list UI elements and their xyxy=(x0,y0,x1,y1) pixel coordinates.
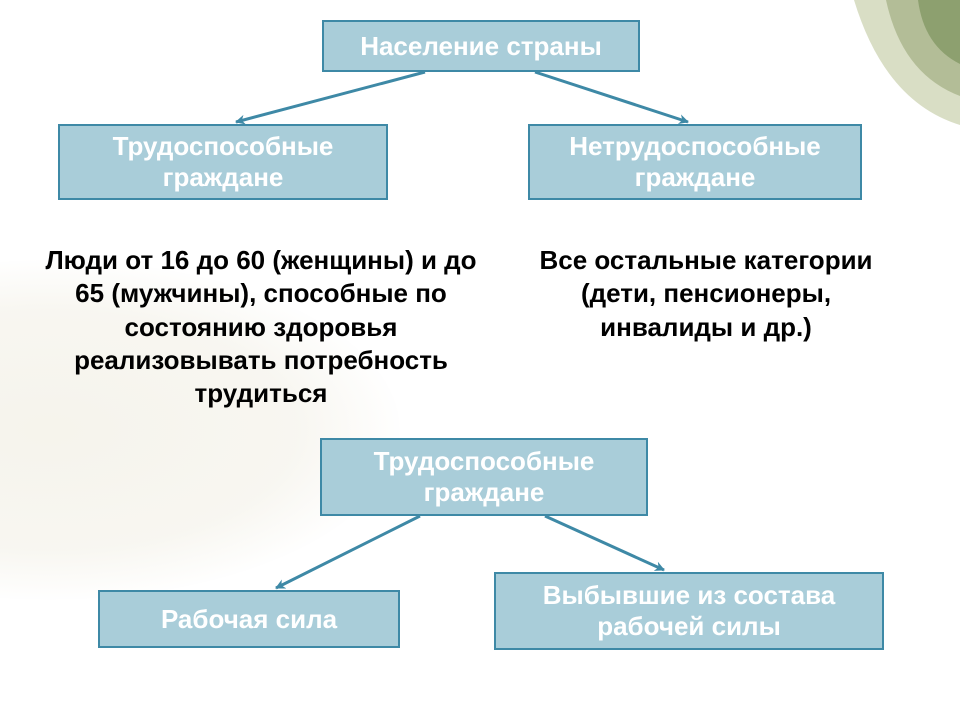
arrow xyxy=(535,72,688,122)
node-label: Рабочая сила xyxy=(161,604,337,635)
node-label: Трудоспособные граждане xyxy=(68,131,378,192)
corner-decoration xyxy=(790,0,960,125)
node-non-able-bodied: Нетрудоспособные граждане xyxy=(528,124,862,200)
node-labor-force: Рабочая сила xyxy=(98,590,400,648)
description-able-bodied: Люди от 16 до 60 (женщины) и до 65 (мужч… xyxy=(36,244,486,410)
node-label: Выбывшие из состава рабочей силы xyxy=(504,580,874,641)
node-able-bodied-2: Трудоспособные граждане xyxy=(320,438,648,516)
node-label: Нетрудоспособные граждане xyxy=(538,131,852,192)
description-non-able-bodied: Все остальные категории (дети, пенсионер… xyxy=(520,244,892,344)
node-able-bodied: Трудоспособные граждане xyxy=(58,124,388,200)
node-dropped-out: Выбывшие из состава рабочей силы xyxy=(494,572,884,650)
arrow xyxy=(545,516,664,570)
node-population: Население страны xyxy=(322,20,640,72)
node-label: Трудоспособные граждане xyxy=(330,446,638,507)
arrow xyxy=(236,72,425,122)
node-label: Население страны xyxy=(360,31,602,62)
